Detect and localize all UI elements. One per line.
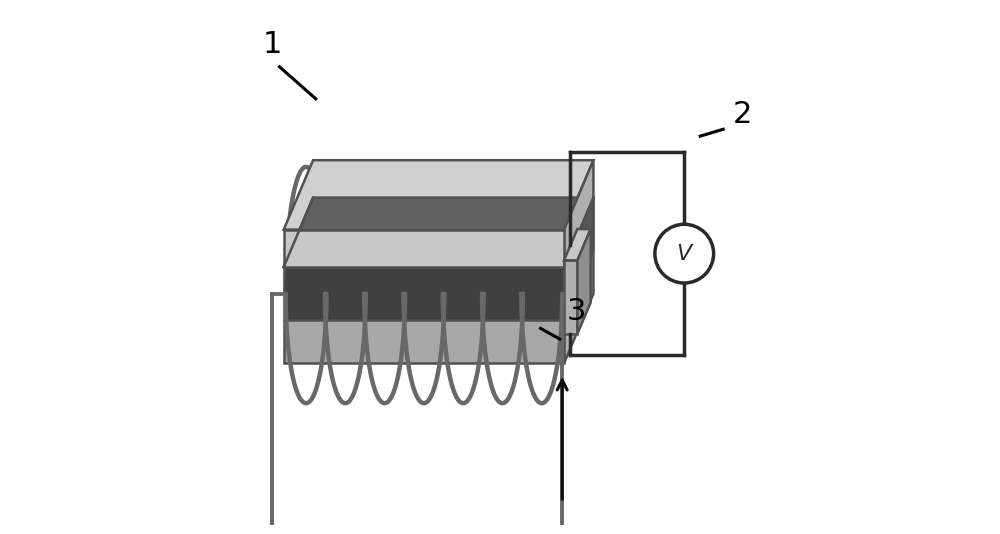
Circle shape <box>655 224 714 283</box>
Polygon shape <box>564 229 591 261</box>
Text: 1: 1 <box>262 30 282 59</box>
Polygon shape <box>284 160 593 230</box>
Polygon shape <box>284 198 593 267</box>
Polygon shape <box>564 261 577 334</box>
Polygon shape <box>564 198 593 320</box>
Polygon shape <box>577 229 591 334</box>
Text: 3: 3 <box>567 297 586 326</box>
Polygon shape <box>284 320 564 363</box>
Polygon shape <box>564 160 593 363</box>
Polygon shape <box>284 230 564 267</box>
Polygon shape <box>284 267 564 320</box>
Text: V: V <box>677 244 692 264</box>
Text: 2: 2 <box>732 100 752 129</box>
